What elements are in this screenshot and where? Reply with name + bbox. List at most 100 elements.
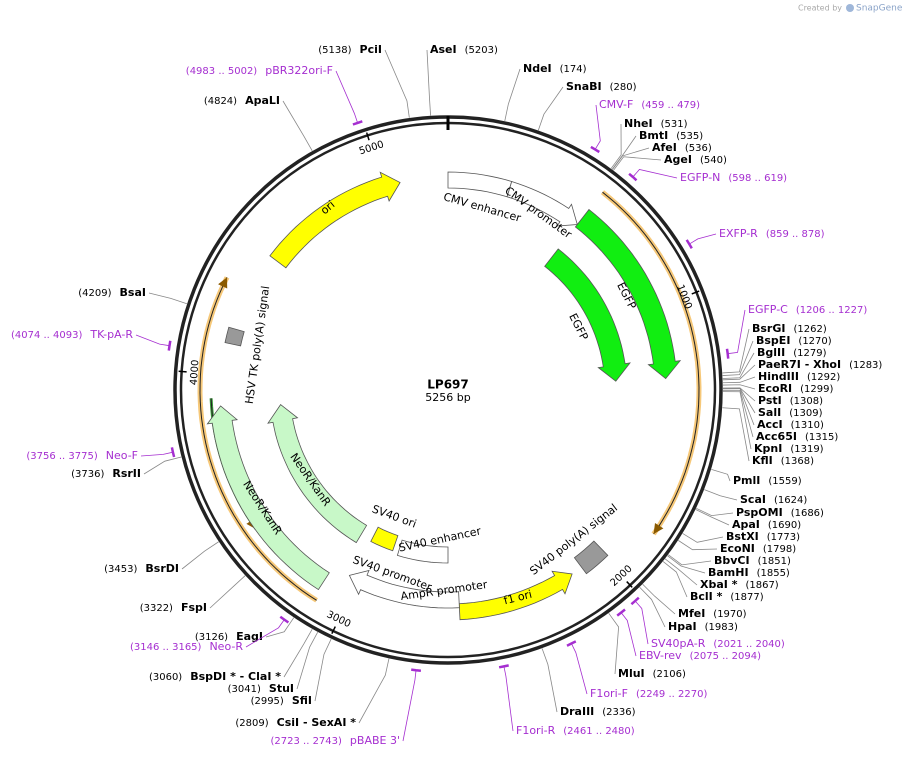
leader-line	[143, 456, 182, 475]
name: AfeI	[652, 141, 677, 154]
tick-label: 1000	[674, 283, 694, 311]
leader-line	[722, 328, 750, 374]
leader-line	[639, 586, 666, 628]
primer-mark	[616, 608, 626, 617]
name: AseI	[430, 43, 457, 56]
primer-mark	[411, 668, 422, 672]
leader-line	[181, 541, 219, 570]
primer-label: CMV-F (459 .. 479)	[599, 98, 700, 111]
position: (1855)	[757, 568, 790, 579]
watermark-logo	[846, 4, 854, 12]
feature-label: SV40 poly(A) signal	[527, 501, 620, 577]
site-label: NdeI (174)	[523, 62, 587, 75]
position: (1798)	[763, 544, 796, 555]
tick-mark	[178, 370, 187, 373]
leader-line	[358, 658, 390, 724]
name: BglII	[757, 346, 785, 359]
leader-line	[642, 583, 676, 615]
name: EXFP-R	[719, 227, 758, 240]
position: (3126)	[195, 632, 228, 643]
site-label: (2809) CsiI - SexAI *	[235, 716, 356, 729]
name: Neo-F	[106, 449, 138, 462]
leader-line	[314, 638, 332, 702]
ampr-promoter-arrow	[348, 569, 460, 609]
leader-line	[722, 384, 756, 390]
primer-label: (3146 .. 3165) Neo-R	[130, 640, 243, 653]
leader-line	[711, 469, 731, 482]
position: (2995)	[251, 696, 284, 707]
leader-line	[610, 123, 622, 169]
name: BamHI	[708, 566, 749, 579]
site-label: (3041) StuI	[228, 682, 294, 695]
polya-box	[573, 540, 609, 575]
leader-line	[384, 49, 410, 118]
leader-line	[594, 104, 601, 150]
range: (2021 .. 2040)	[713, 639, 785, 650]
leader-line	[283, 628, 313, 678]
site-label: (4209) BsaI	[78, 286, 146, 299]
tk-polya-box	[224, 326, 245, 347]
primer-label: (2723 .. 2743) pBABE 3'	[271, 734, 401, 747]
neor-arrow	[206, 405, 330, 591]
position: (2336)	[602, 707, 635, 718]
primer-mark	[170, 447, 176, 458]
leader-line	[620, 612, 637, 657]
name: BspEI	[756, 334, 790, 347]
leader-line	[608, 612, 620, 675]
name: Neo-R	[209, 640, 243, 653]
name: Acc65I	[756, 430, 797, 443]
site-label: MluI (2106)	[618, 667, 686, 680]
position: (1983)	[705, 622, 738, 633]
site-label: (5138) PciI	[318, 43, 382, 56]
primer-label: EXFP-R (859 .. 878)	[719, 227, 825, 240]
name: StuI	[269, 682, 294, 695]
name: KpnI	[754, 442, 782, 455]
leader-line	[148, 292, 188, 305]
leader-line	[541, 648, 558, 713]
primer-mark	[630, 596, 640, 606]
range: (598 .. 619)	[728, 173, 787, 184]
leader-line	[245, 619, 285, 648]
leader-line	[632, 169, 678, 179]
position: (1686)	[791, 508, 824, 519]
leader-line	[704, 489, 738, 501]
position: (1559)	[768, 476, 801, 487]
position: (1309)	[789, 408, 822, 419]
tick-mark	[331, 626, 336, 635]
site-label: BspEI (1270)	[756, 334, 832, 347]
position: (1310)	[791, 420, 824, 431]
name: EcoRI	[758, 382, 792, 395]
site-label: SnaBI (280)	[566, 80, 637, 93]
name: AgeI	[664, 153, 692, 166]
position: (1292)	[807, 372, 840, 383]
leader-line	[504, 68, 521, 122]
position: (1624)	[774, 495, 807, 506]
position: (536)	[685, 143, 712, 154]
primer-mark	[352, 120, 363, 126]
name: PaeR7I - XhoI	[758, 358, 841, 371]
primer-label: EGFP-N (598 .. 619)	[680, 171, 787, 184]
primer-label: (3756 .. 3775) Neo-F	[26, 449, 138, 462]
egfp-arrow	[574, 208, 682, 380]
name: RsrII	[112, 467, 141, 480]
leader-line	[335, 70, 358, 124]
site-label: PspOMI (1686)	[736, 506, 824, 519]
name: ApaI	[732, 518, 760, 531]
tick-mark	[365, 132, 370, 141]
range: (1206 .. 1227)	[796, 305, 868, 316]
name: HindIII	[758, 370, 799, 383]
site-label: BstXI (1773)	[726, 530, 800, 543]
name: EGFP-C	[748, 303, 788, 316]
leader-line	[662, 561, 688, 598]
position: (3060)	[149, 672, 182, 683]
leader-line	[695, 509, 730, 526]
tick-label: 5000	[358, 139, 386, 157]
plasmid-name: LP697	[427, 378, 469, 392]
name: EagI	[236, 630, 263, 643]
site-label: PstI (1308)	[758, 394, 823, 407]
site-label: HpaI (1983)	[668, 620, 738, 633]
site-label: BglII (1279)	[757, 346, 827, 359]
tick-label: 3000	[325, 609, 353, 630]
name: SnaBI	[566, 80, 602, 93]
position: (1262)	[793, 324, 826, 335]
